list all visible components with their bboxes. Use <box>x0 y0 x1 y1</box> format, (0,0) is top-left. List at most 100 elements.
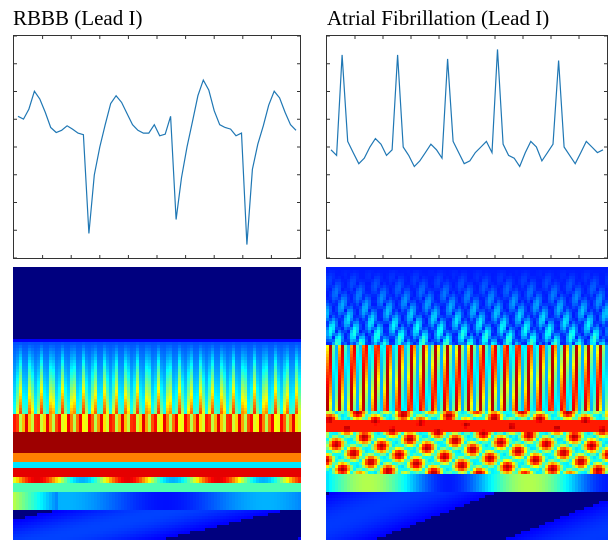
rbbb-scalogram-cell <box>115 474 118 477</box>
rbbb-scalogram-cell <box>19 348 22 351</box>
rbbb-scalogram-cell <box>115 435 118 438</box>
rbbb-scalogram-cell <box>172 468 175 471</box>
rbbb-scalogram-cell <box>43 369 46 372</box>
rbbb-scalogram-cell <box>286 432 289 435</box>
rbbb-scalogram-cell <box>169 435 172 438</box>
rbbb-scalogram-cell <box>229 453 232 456</box>
rbbb-scalogram-cell <box>145 351 148 354</box>
rbbb-scalogram-cell <box>109 375 112 378</box>
rbbb-scalogram-cell <box>70 474 73 477</box>
rbbb-scalogram-cell <box>115 465 118 468</box>
rbbb-scalogram-cell <box>127 396 130 399</box>
rbbb-scalogram-cell <box>148 393 151 396</box>
rbbb-scalogram-cell <box>82 486 85 489</box>
rbbb-scalogram-cell <box>196 423 199 426</box>
rbbb-scalogram-cell <box>196 384 199 387</box>
rbbb-scalogram-cell <box>289 456 292 459</box>
rbbb-scalogram-cell <box>265 393 268 396</box>
rbbb-scalogram-cell <box>292 354 295 357</box>
rbbb-scalogram-cell <box>187 468 190 471</box>
rbbb-scalogram-cell <box>49 444 52 447</box>
rbbb-scalogram-cell <box>25 357 28 360</box>
rbbb-scalogram-cell <box>142 474 145 477</box>
rbbb-scalogram-cell <box>181 450 184 453</box>
rbbb-scalogram-cell <box>130 372 133 375</box>
rbbb-scalogram-cell <box>13 384 16 387</box>
rbbb-scalogram-cell <box>226 486 229 489</box>
rbbb-scalogram-cell <box>103 477 106 480</box>
rbbb-scalogram-cell <box>136 393 139 396</box>
rbbb-scalogram-cell <box>97 411 100 414</box>
rbbb-scalogram-cell <box>139 426 142 429</box>
rbbb-scalogram-cell <box>13 465 16 468</box>
rbbb-scalogram-cell <box>13 378 16 381</box>
rbbb-scalogram-cell <box>211 384 214 387</box>
rbbb-scalogram-cell <box>22 381 25 384</box>
rbbb-scalogram-cell <box>271 447 274 450</box>
rbbb-scalogram-cell <box>187 426 190 429</box>
rbbb-scalogram-cell <box>217 441 220 444</box>
rbbb-scalogram-cell <box>58 414 61 417</box>
rbbb-scalogram-cell <box>250 387 253 390</box>
rbbb-scalogram-cell <box>16 474 19 477</box>
rbbb-scalogram-cell <box>67 396 70 399</box>
rbbb-scalogram-cell <box>157 387 160 390</box>
rbbb-scalogram-cell <box>265 486 268 489</box>
rbbb-scalogram-cell <box>28 477 31 480</box>
rbbb-scalogram-cell <box>193 363 196 366</box>
rbbb-scalogram-cell <box>292 399 295 402</box>
rbbb-scalogram-cell <box>37 384 40 387</box>
rbbb-scalogram-cell <box>19 477 22 480</box>
rbbb-scalogram-cell <box>187 471 190 474</box>
rbbb-scalogram-cell <box>49 420 52 423</box>
rbbb-scalogram-cell <box>274 471 277 474</box>
rbbb-scalogram-cell <box>223 420 226 423</box>
rbbb-scalogram-cell <box>256 375 259 378</box>
rbbb-scalogram-cell <box>136 489 139 492</box>
rbbb-scalogram-cell <box>76 390 79 393</box>
rbbb-scalogram-cell <box>184 456 187 459</box>
rbbb-scalogram-cell <box>19 342 22 345</box>
rbbb-scalogram-cell <box>61 489 64 492</box>
rbbb-scalogram-cell <box>244 435 247 438</box>
rbbb-scalogram-cell <box>235 420 238 423</box>
rbbb-scalogram-cell <box>163 384 166 387</box>
rbbb-scalogram-cell <box>175 384 178 387</box>
rbbb-scalogram-cell <box>136 360 139 363</box>
rbbb-scalogram-cell <box>64 447 67 450</box>
rbbb-scalogram-cell <box>178 480 181 483</box>
rbbb-scalogram-cell <box>244 360 247 363</box>
rbbb-scalogram-cell <box>229 345 232 348</box>
rbbb-scalogram-cell <box>172 366 175 369</box>
rbbb-scalogram-cell <box>262 471 265 474</box>
rbbb-scalogram-cell <box>142 393 145 396</box>
rbbb-scalogram-cell <box>208 483 211 486</box>
rbbb-scalogram-cell <box>64 468 67 471</box>
rbbb-scalogram-cell <box>148 396 151 399</box>
rbbb-scalogram-cell <box>124 471 127 474</box>
rbbb-scalogram-cell <box>172 420 175 423</box>
rbbb-scalogram-cell <box>58 456 61 459</box>
rbbb-scalogram-cell <box>181 390 184 393</box>
rbbb-scalogram-cell <box>67 465 70 468</box>
rbbb-scalogram-cell <box>202 396 205 399</box>
rbbb-scalogram-cell <box>202 477 205 480</box>
rbbb-scalogram-cell <box>145 462 148 465</box>
rbbb-scalogram-cell <box>226 375 229 378</box>
rbbb-scalogram-cell <box>232 453 235 456</box>
rbbb-scalogram-cell <box>166 360 169 363</box>
rbbb-scalogram-cell <box>154 423 157 426</box>
rbbb-scalogram-cell <box>172 360 175 363</box>
rbbb-scalogram-cell <box>100 396 103 399</box>
rbbb-scalogram-cell <box>70 405 73 408</box>
rbbb-scalogram-cell <box>277 435 280 438</box>
rbbb-scalogram-cell <box>136 384 139 387</box>
rbbb-scalogram-cell <box>169 483 172 486</box>
rbbb-scalogram-cell <box>52 363 55 366</box>
rbbb-scalogram-cell <box>208 465 211 468</box>
rbbb-scalogram-cell <box>34 384 37 387</box>
rbbb-scalogram-cell <box>160 453 163 456</box>
rbbb-scalogram-cell <box>247 450 250 453</box>
rbbb-scalogram-cell <box>145 423 148 426</box>
rbbb-scalogram-cell <box>25 390 28 393</box>
